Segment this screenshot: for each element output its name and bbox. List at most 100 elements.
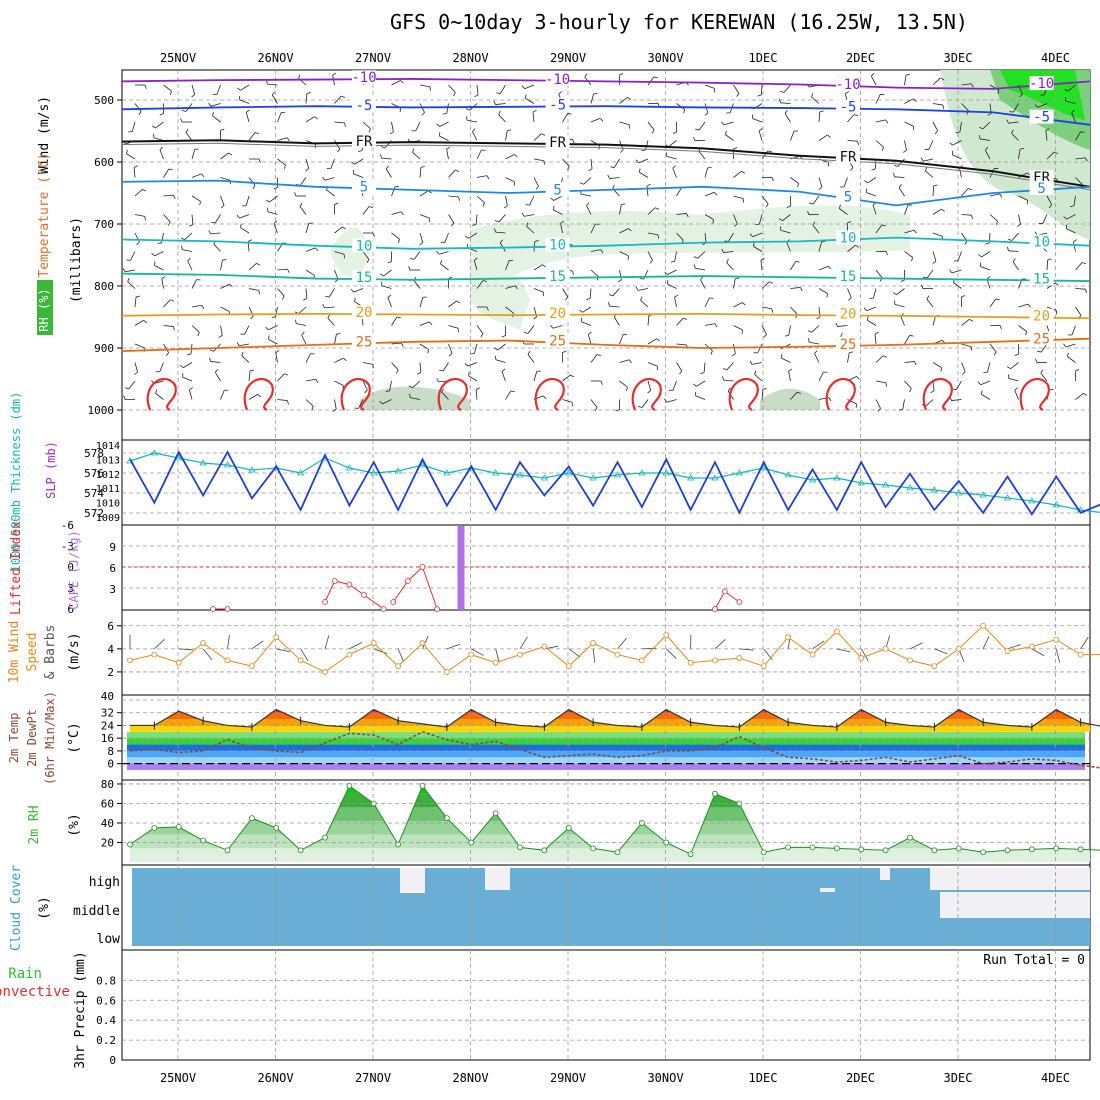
wind-barb: [240, 84, 250, 91]
wind-barb: [239, 99, 250, 104]
wind-barb: [1046, 259, 1049, 271]
wind-barb: [788, 368, 793, 372]
contour-label: -10: [545, 72, 570, 88]
wind-barb: [812, 221, 816, 226]
thickness-marker: [394, 467, 402, 474]
wind-barb: [959, 121, 962, 132]
wind-barb: [159, 113, 164, 116]
rh-marker: [858, 846, 865, 853]
thickness-marker: [370, 469, 378, 476]
wind-barb: [266, 80, 268, 85]
wind-barb: [441, 388, 444, 393]
wind-barb: [552, 325, 563, 329]
axis-label-cloud-cover: Cloud Cover: [9, 865, 24, 951]
wind-barb: [275, 350, 280, 353]
wind-barb: [962, 371, 966, 375]
wind-barb: [1080, 636, 1089, 650]
wind-barb: [334, 140, 341, 150]
wind-barb: [969, 318, 974, 322]
wind-barb: [697, 251, 706, 259]
wind-barb: [989, 214, 998, 222]
wind-barb: [284, 164, 286, 169]
contour-label: -10: [835, 77, 860, 93]
wind-barb: [415, 121, 421, 132]
contour-label-bg: [836, 99, 860, 114]
wind-barb: [733, 278, 736, 289]
y-tick-label: 576: [84, 467, 104, 480]
wind-barb: [1007, 644, 1021, 650]
wind-barb: [409, 393, 411, 398]
contour-label: 10: [356, 238, 373, 254]
wind-barb: [154, 639, 165, 650]
wind-barb: [560, 223, 563, 234]
wind-barb: [505, 154, 515, 160]
surface-contour: [340, 378, 371, 411]
wind-barb: [1018, 303, 1029, 308]
wind-barb: [495, 231, 506, 234]
wind-barb: [191, 84, 196, 95]
wind-barb: [271, 94, 278, 104]
wind-barb: [704, 112, 709, 116]
wind-barb: [619, 359, 630, 363]
wind-barb: [619, 204, 622, 215]
wind-barb: [855, 244, 860, 248]
contour-label-bg: [836, 230, 860, 245]
wind-barb: [421, 112, 425, 116]
wind-barb: [676, 187, 682, 197]
wind-barb: [1067, 356, 1076, 363]
wind-barb: [932, 208, 942, 215]
wind-barb: [1064, 97, 1067, 102]
wind-barb: [154, 265, 164, 271]
wind-barb: [726, 362, 734, 371]
thickness-marker: [565, 469, 573, 476]
wind-barb: [905, 73, 911, 76]
wind-barb: [391, 121, 394, 132]
temperature-line: [130, 708, 1100, 728]
wind-barb: [1071, 112, 1076, 123]
rh-marker: [760, 849, 767, 856]
wind-barb: [277, 137, 288, 141]
contour-label-bg: [545, 182, 570, 197]
wind-barb: [305, 168, 309, 172]
wind-barb: [783, 84, 791, 93]
wind-barb: [647, 207, 656, 215]
wind-barb: [465, 116, 468, 121]
bottom-date-label: 28NOV: [452, 1071, 488, 1085]
wind-barb: [666, 156, 677, 160]
wind-barb: [872, 204, 877, 215]
wind-barb: [619, 269, 622, 280]
contour-label-bg: [836, 189, 860, 204]
wind-barb: [524, 214, 535, 217]
wind-barb: [870, 75, 877, 86]
wind-barb: [619, 251, 629, 257]
wind-barb: [419, 297, 424, 308]
wind-barb: [163, 325, 174, 327]
wind-barb: [163, 84, 172, 92]
wind-barb: [925, 399, 934, 407]
axis-label-temperature: Temperature (°C): [37, 152, 52, 277]
wind-barb: [588, 168, 593, 172]
contour-label-bg: [352, 270, 376, 285]
contour-label-bg: [1029, 76, 1054, 91]
wind-barb: [590, 223, 596, 234]
lifted-index-marker: [390, 599, 397, 605]
wind-barb: [723, 121, 734, 126]
wind-barb: [267, 83, 278, 86]
wind-barb: [640, 300, 649, 308]
wind-barb: [533, 264, 543, 271]
axis-label-total-rain: Total / Rain: [0, 966, 42, 982]
wind-barb: [904, 98, 914, 104]
wind-barb: [240, 223, 242, 228]
wind-barb: [184, 232, 193, 240]
wind-barb: [932, 103, 943, 106]
wind-barb: [727, 387, 731, 392]
wind-barb: [389, 131, 394, 135]
wind-barb: [439, 121, 449, 127]
surface-contour: [243, 378, 274, 411]
wind-barb: [881, 146, 884, 151]
wind-barb: [753, 246, 763, 252]
wind-speed-marker: [248, 663, 255, 670]
wind-barb: [334, 202, 339, 205]
wind-barb: [638, 288, 649, 291]
wind-barb: [647, 390, 651, 394]
